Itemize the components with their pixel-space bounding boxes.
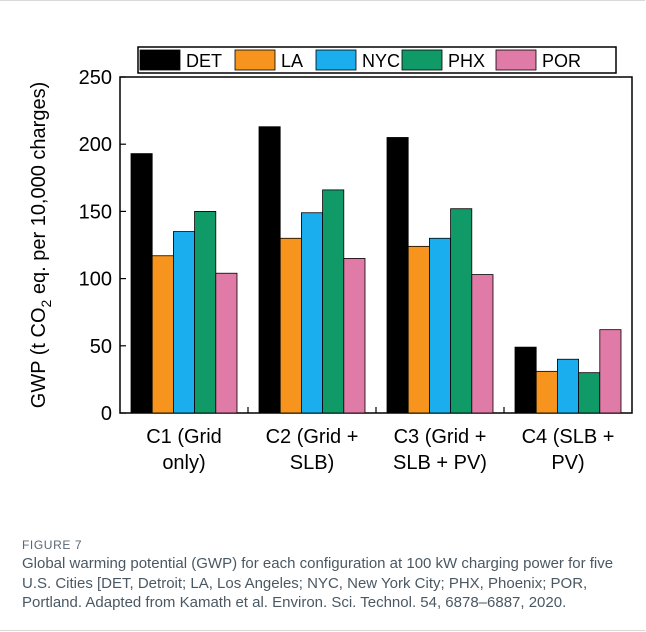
x-category-label: C3 (Grid + xyxy=(394,426,487,448)
y-tick-label: 150 xyxy=(79,201,112,223)
gwp-bar-chart: 0 50 100 150 200 250 C1 (Grid only) C2 (Grid + S… xyxy=(28,46,633,474)
x-category-label: C1 (Grid xyxy=(146,426,222,448)
x-category-label: C4 (SLB + xyxy=(522,426,615,448)
x-category-label: PV) xyxy=(551,452,584,474)
x-category-label: only) xyxy=(162,452,205,474)
y-tick-label: 250 xyxy=(79,67,112,89)
legend-swatch-la xyxy=(234,49,276,71)
x-category-label: SLB) xyxy=(290,452,334,474)
y-axis-label: GWP (t CO2 eq. per 10,000 charges) xyxy=(28,82,54,408)
bar-por-c3 xyxy=(471,274,494,414)
bar-nyc-c1 xyxy=(172,231,195,414)
y-tick-label: 50 xyxy=(90,336,112,358)
y-tick-label: 200 xyxy=(79,134,112,156)
bar-phx-c1 xyxy=(194,210,217,414)
x-axis: C1 (Grid only) C2 (Grid + SLB) C3 (Grid + SLB… xyxy=(146,407,614,474)
bar-por-c4 xyxy=(599,329,622,414)
legend-swatch-det xyxy=(139,49,181,71)
bar-la-c4 xyxy=(535,370,558,414)
x-category-label: C2 (Grid + xyxy=(266,426,359,448)
bar-por-c2 xyxy=(343,258,366,414)
bar-det-c1 xyxy=(130,153,153,414)
bar-phx-c2 xyxy=(322,189,345,414)
chart-container: 0 50 100 150 200 250 C1 (Grid only) C2 (Grid + S… xyxy=(28,46,633,474)
figure-caption: Global warming potential (GWP) for each … xyxy=(22,555,614,611)
bar-nyc-c3 xyxy=(428,237,451,414)
figure-label: FIGURE 7 xyxy=(22,538,83,552)
bar-phx-c4 xyxy=(578,372,601,414)
y-tick-label: 0 xyxy=(101,403,112,425)
legend-swatch-phx xyxy=(401,49,443,71)
x-category-label: SLB + PV) xyxy=(393,452,487,474)
bar-det-c3 xyxy=(386,137,409,414)
legend-label-det: DET xyxy=(186,51,222,71)
bar-la-c3 xyxy=(407,245,430,414)
legend-swatch-nyc xyxy=(315,49,357,71)
bar-det-c2 xyxy=(258,126,281,414)
bar-la-c2 xyxy=(279,237,302,414)
legend-label-la: LA xyxy=(281,51,303,71)
legend-swatch-por xyxy=(495,49,537,71)
bar-det-c4 xyxy=(514,346,537,414)
bar-por-c1 xyxy=(215,272,238,414)
legend-label-nyc: NYC xyxy=(362,51,400,71)
bar-group xyxy=(130,126,622,414)
bar-la-c1 xyxy=(151,255,174,414)
legend-label-por: POR xyxy=(542,51,581,71)
bar-nyc-c4 xyxy=(557,358,580,414)
legend-label-phx: PHX xyxy=(448,51,485,71)
legend: DET LA NYC PHX POR xyxy=(137,46,617,74)
bar-nyc-c2 xyxy=(300,212,323,414)
y-axis: 0 50 100 150 200 250 xyxy=(79,67,126,425)
bar-phx-c3 xyxy=(450,208,473,414)
y-tick-label: 100 xyxy=(79,269,112,291)
